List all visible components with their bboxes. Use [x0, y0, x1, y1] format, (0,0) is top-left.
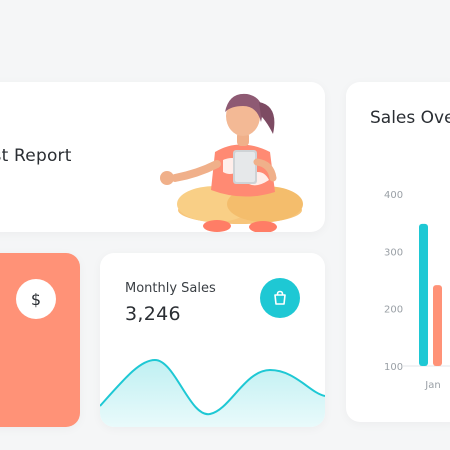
sales-overview-chart: 100 200 300 400 Jan [384, 190, 450, 391]
monthly-sales-value: 3,246 [125, 303, 181, 325]
y-tick-label: 200 [384, 305, 403, 316]
monthly-sales-card: Monthly Sales 3,246 [100, 253, 325, 427]
shopping-bag-button[interactable] [260, 278, 300, 318]
shopping-bag-icon [274, 290, 286, 305]
balance-card: $ $3 [0, 253, 80, 427]
illustration-person-icon [160, 93, 303, 232]
sales-overview-title: Sales Overview [370, 108, 450, 128]
y-tick-label: 300 [384, 247, 403, 258]
sales-overview-card: Sales Overview 100 200 300 400 Jan [346, 82, 450, 422]
y-tick-label: 400 [384, 190, 403, 201]
bar-jan-series-1 [419, 223, 428, 366]
y-tick-label: 100 [384, 362, 403, 373]
dollar-icon: $ [16, 279, 56, 319]
monthly-sales-wave-chart [100, 358, 325, 427]
monthly-sales-label: Monthly Sales [125, 281, 216, 296]
bar-jan-series-2 [433, 285, 442, 366]
x-tick-label: Jan [424, 380, 440, 391]
report-title: Best Report [0, 146, 72, 166]
report-card: Best Report [0, 82, 325, 232]
